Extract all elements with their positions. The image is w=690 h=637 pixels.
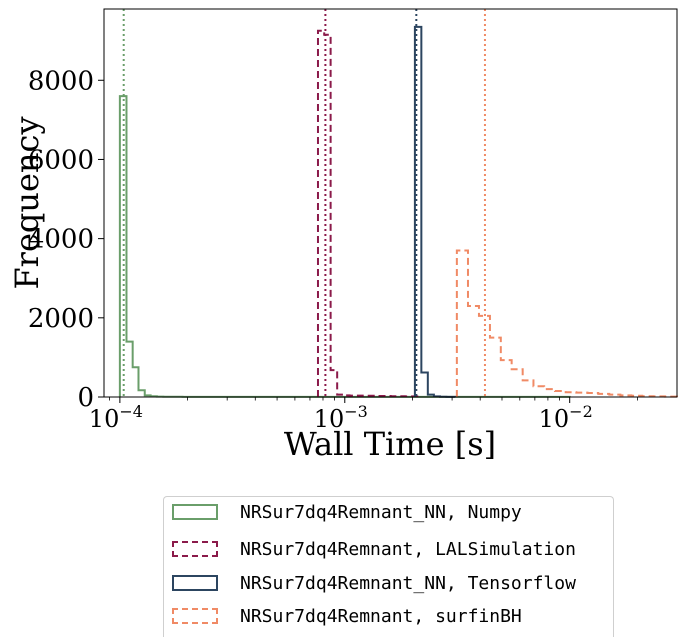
legend-swatch-surfinbh <box>172 608 218 624</box>
y-tick-label: 2000 <box>28 304 94 334</box>
plot-frame <box>104 9 677 397</box>
plot-area <box>120 9 677 397</box>
x-axis-label: Wall Time [s] <box>284 425 496 463</box>
legend-swatch-lalsimulation <box>172 541 218 557</box>
legend-item-numpy: NRSur7dq4Remnant_NN, Numpy <box>172 497 522 527</box>
x-tick-label: 10−4 <box>89 402 143 433</box>
histogram-series-1 <box>318 31 417 397</box>
legend-label-surfinbh: NRSur7dq4Remnant, surfinBH <box>240 606 522 627</box>
x-tick-label: 10−2 <box>539 402 593 433</box>
legend-swatch-tensorflow <box>172 575 218 591</box>
histogram-series-0 <box>120 96 570 397</box>
legend-label-numpy: NRSur7dq4Remnant_NN, Numpy <box>240 502 522 523</box>
legend-item-lalsimulation: NRSur7dq4Remnant, LALSimulation <box>172 534 576 564</box>
legend-label-lalsimulation: NRSur7dq4Remnant, LALSimulation <box>240 539 576 560</box>
legend: NRSur7dq4Remnant_NN, Numpy NRSur7dq4Remn… <box>163 496 614 637</box>
y-axis-label: Frequency <box>8 116 46 289</box>
histogram-series-3 <box>457 251 677 397</box>
legend-item-tensorflow: NRSur7dq4Remnant_NN, Tensorflow <box>172 568 576 598</box>
legend-label-tensorflow: NRSur7dq4Remnant_NN, Tensorflow <box>240 573 576 594</box>
legend-item-surfinbh: NRSur7dq4Remnant, surfinBH <box>172 601 522 631</box>
legend-swatch-numpy <box>172 504 218 520</box>
y-tick-label: 8000 <box>28 66 94 96</box>
histogram-series-2 <box>415 27 455 397</box>
